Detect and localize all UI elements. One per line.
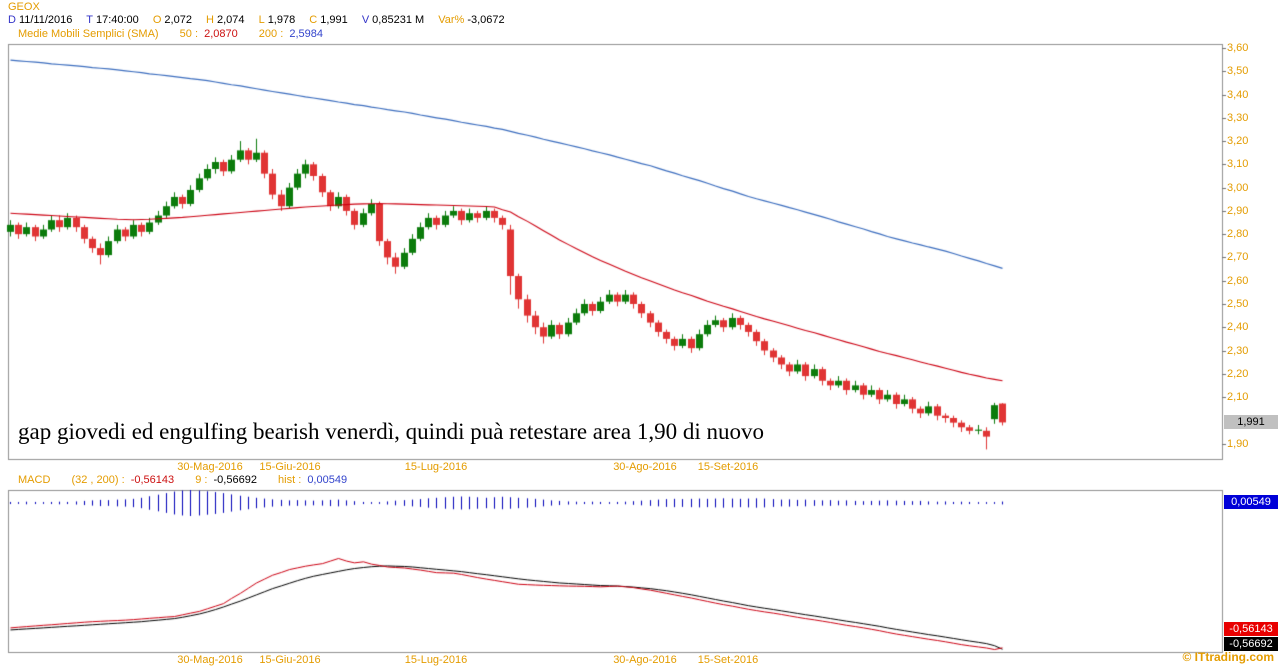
price-axis-label: 2,60 [1227, 274, 1249, 287]
macd-hist-label: hist : [278, 474, 302, 486]
price-axis-label: 3,00 [1227, 181, 1249, 194]
price-axis-label: 3,20 [1227, 135, 1249, 148]
macd-value: -0,56143 [130, 474, 175, 486]
price-axis-label: 3,30 [1227, 111, 1249, 124]
sma200-label: 200 : [258, 28, 284, 40]
macd-legend: MACD (32 , 200) : -0,56143 9 : -0,56692 … [18, 474, 347, 486]
field-date-label: D [8, 14, 16, 26]
price-axis-label: 3,50 [1227, 65, 1249, 78]
field-close-label: C [309, 14, 318, 26]
copyright-label: © ITtrading.com [1182, 650, 1274, 664]
price-axis-label: 2,90 [1227, 204, 1249, 217]
sma-legend: Medie Mobili Semplici (SMA) 50 : 2,0870 … [18, 28, 323, 40]
symbol-label: GEOX [8, 1, 40, 13]
date-label: 15-Giu-2016 [259, 654, 321, 666]
macd-params-label: (32 , 200) : [71, 474, 125, 486]
macd-signal-label: 9 : [195, 474, 208, 486]
macd-title: MACD [18, 474, 51, 486]
price-axis-label: 2,40 [1227, 321, 1249, 334]
last-price-marker: 1,991 [1224, 415, 1278, 429]
field-high-label: H [206, 14, 214, 26]
field-low-label: L [258, 14, 265, 26]
field-close-value: 1,991 [320, 14, 348, 26]
field-high-value: 2,074 [216, 14, 245, 26]
date-label: 15-Giu-2016 [259, 461, 321, 473]
date-label: 15-Set-2016 [697, 461, 759, 473]
sma200-value: 2,5984 [289, 28, 323, 40]
field-var-value: -3,0672 [467, 14, 505, 26]
annotation-text: gap giovedi ed engulfing bearish venerdì… [18, 419, 764, 444]
date-label: 30-Ago-2016 [613, 461, 677, 473]
price-axis-label: 2,70 [1227, 251, 1249, 264]
price-axis-label: 1,90 [1227, 437, 1249, 450]
field-open-value: 2,072 [164, 14, 192, 26]
quote-header: D 11/11/2016 T 17:40:00 O 2,072 H 2,074 L 1,9… [8, 14, 516, 26]
field-time-label: T [86, 14, 93, 26]
date-label: 15-Lug-2016 [404, 461, 468, 473]
date-label: 30-Mag-2016 [177, 654, 243, 666]
macd-signal-value: -0,56692 [213, 474, 257, 486]
field-volume-value: 0,85231 M [372, 14, 425, 26]
field-time-value: 17:40:00 [95, 14, 139, 26]
date-label: 30-Mag-2016 [177, 461, 243, 473]
price-axis-label: 2,20 [1227, 367, 1249, 380]
price-axis-label: 2,30 [1227, 344, 1249, 357]
field-low-value: 1,978 [267, 14, 296, 26]
sma50-value: 2,0870 [204, 28, 238, 40]
date-label: 15-Set-2016 [697, 654, 759, 666]
sma-legend-title: Medie Mobili Semplici (SMA) [18, 28, 159, 40]
price-axis-label: 3,60 [1227, 42, 1249, 54]
price-axis-label: 2,80 [1227, 228, 1249, 241]
price-axis-label: 2,50 [1227, 297, 1249, 310]
price-axis-label: 3,10 [1227, 158, 1249, 171]
signal-value-marker: -0,56692 [1224, 637, 1278, 651]
field-date-value: 11/11/2016 [18, 14, 73, 26]
macd-value-marker: -0,56143 [1224, 622, 1278, 636]
price-axis-label: 3,40 [1227, 88, 1249, 101]
date-label: 30-Ago-2016 [613, 654, 677, 666]
sma50-label: 50 : [179, 28, 199, 40]
macd-hist-value: 0,00549 [307, 474, 348, 486]
field-var-label: Var% [438, 14, 465, 26]
hist-value-marker: 0,00549 [1224, 495, 1278, 509]
date-label: 15-Lug-2016 [404, 654, 468, 666]
price-axis-label: 2,10 [1227, 391, 1249, 404]
field-volume-label: V [361, 14, 370, 26]
field-open-label: O [152, 14, 162, 26]
